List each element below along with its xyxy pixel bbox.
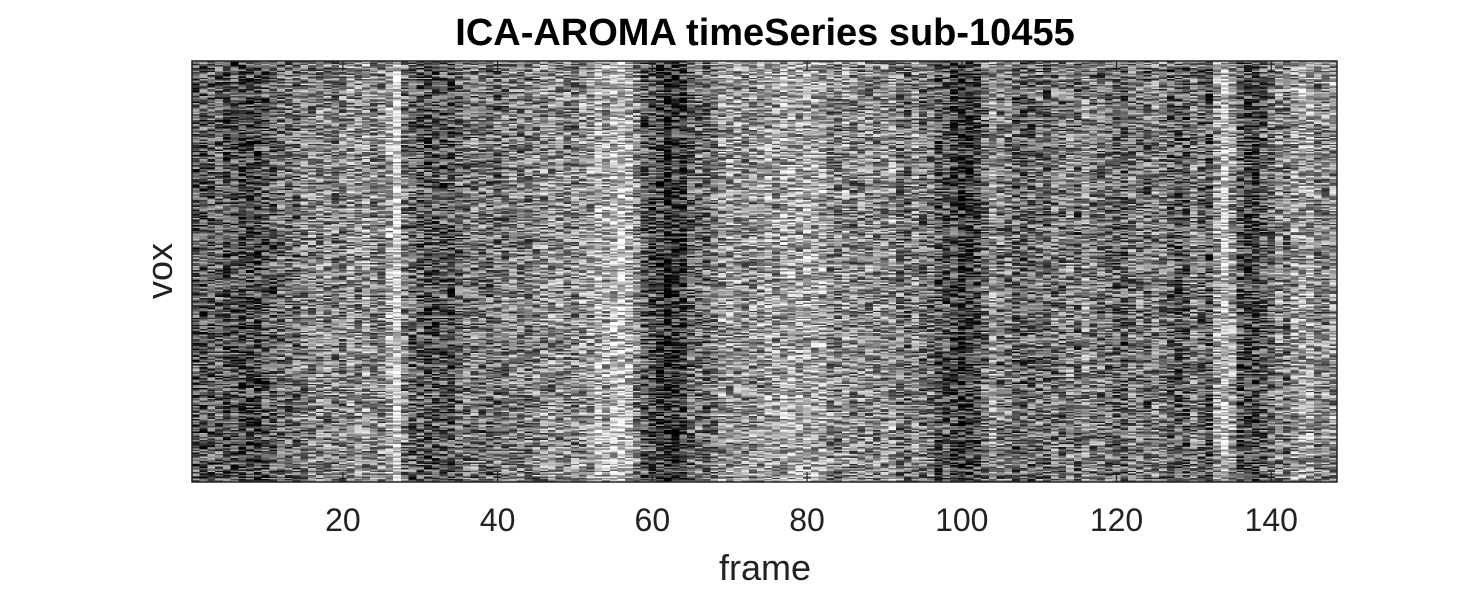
x-axis-ticks: 20 40 60 80 100 120 140 (325, 61, 1298, 538)
heatmap-image (192, 61, 1337, 482)
x-tick-label: 20 (325, 502, 361, 538)
plot-frame (191, 60, 1338, 483)
x-tick-label: 140 (1245, 502, 1298, 538)
x-tick-label: 100 (935, 502, 988, 538)
x-tick-label: 60 (635, 502, 671, 538)
chart-title: ICA-AROMA timeSeries sub-10455 (455, 12, 1074, 54)
y-axis-label: vox (139, 243, 180, 299)
x-axis-label: frame (719, 547, 811, 588)
x-tick-label: 40 (480, 502, 516, 538)
plot-area (191, 60, 1338, 483)
x-tick-label: 80 (789, 502, 825, 538)
x-tick-label: 120 (1090, 502, 1143, 538)
